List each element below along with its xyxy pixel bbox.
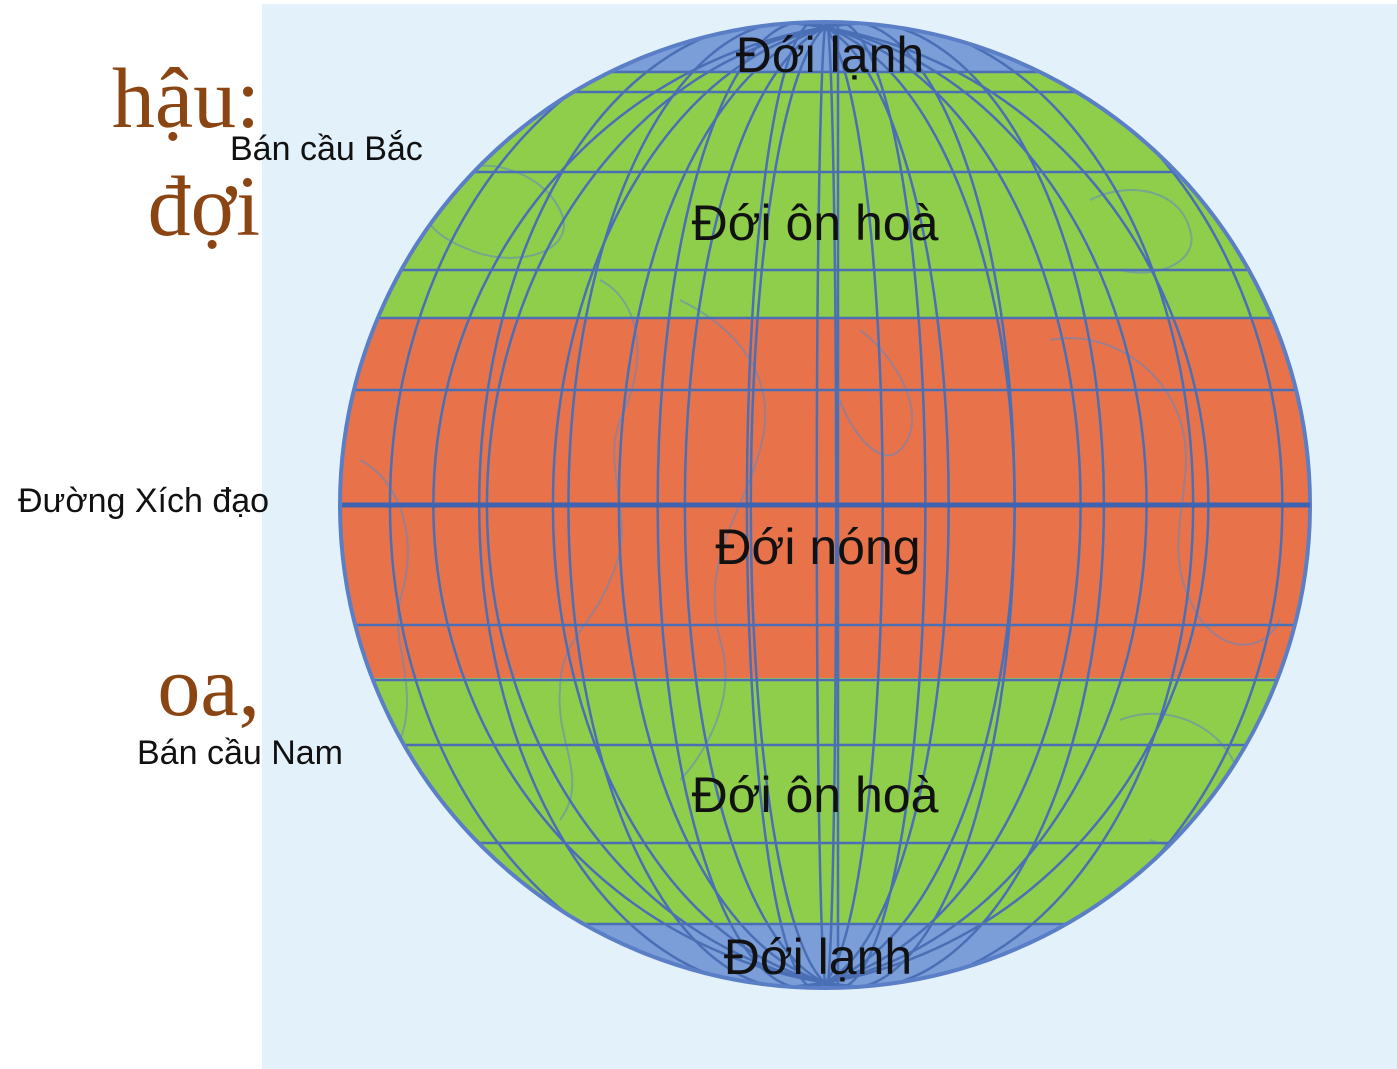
slide-text-line: hậu: [111,50,260,146]
temperate-zone-south-label: Đới ôn hoà [691,767,939,823]
slide-text-line: oa, [157,638,260,734]
southern-hemisphere-label: Bán cầu Nam [137,734,343,772]
slide-text-fragment: hậu: đợi i oa, [0,0,260,1069]
continent-outlines [359,164,1281,848]
cold-zone-south-label: Đới lạnh [723,929,913,985]
slide-text-line: đợi [147,158,260,254]
equator-label: Đường Xích đạo [18,482,270,520]
northern-hemisphere-label: Bán cầu Bắc [230,130,423,168]
cold-zone-north-label: Đới lạnh [735,27,925,83]
temperate-zone-north-label: Đới ôn hoà [691,195,939,251]
hot-zone-label: Đới nóng [715,519,921,575]
